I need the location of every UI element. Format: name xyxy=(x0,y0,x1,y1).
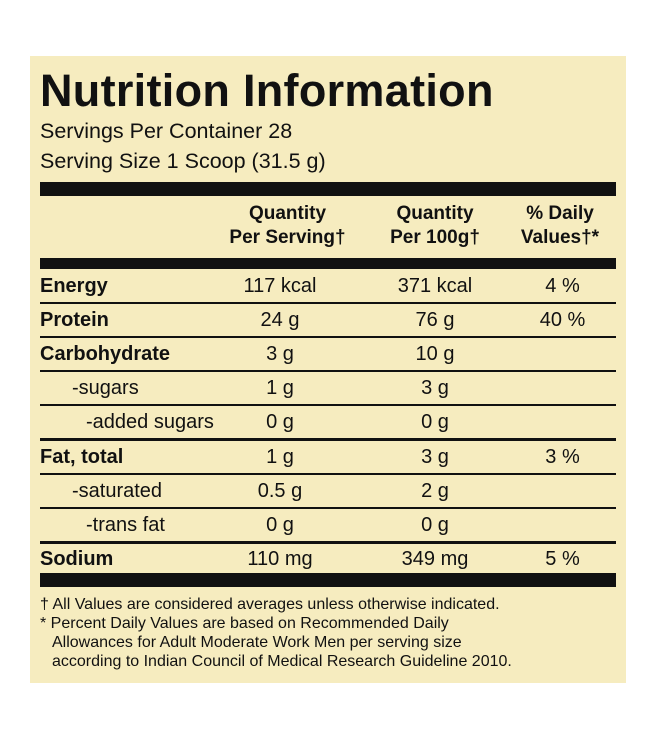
value-per-100g: 371 kcal xyxy=(397,275,473,297)
footnote-averages: † All Values are considered averages unl… xyxy=(40,596,500,613)
row-label: -sugars xyxy=(72,377,139,399)
row-label: Sodium xyxy=(40,548,114,570)
divider-bar-bottom xyxy=(40,573,616,587)
row-divider xyxy=(40,507,616,509)
value-per-100g: 0 g xyxy=(421,411,449,433)
footnote-daily-values-cont: Allowances for Adult Moderate Work Men p… xyxy=(52,634,462,651)
column-header-line: Per Serving† xyxy=(229,227,346,248)
value-per-100g: 2 g xyxy=(421,480,449,502)
footnote-daily-values: * Percent Daily Values are based on Reco… xyxy=(40,615,449,632)
table-row-fat-total: Fat, total 1 g 3 g 3 % xyxy=(40,440,616,474)
column-header-line: Quantity xyxy=(248,203,327,224)
column-header-daily-values: % Daily Values†* xyxy=(505,202,615,250)
row-label: -trans fat xyxy=(86,514,165,536)
row-divider xyxy=(40,541,616,544)
row-label: Carbohydrate xyxy=(40,343,171,365)
value-daily: 40 % xyxy=(539,309,586,331)
nutrition-panel: Nutrition Information Servings Per Conta… xyxy=(30,56,626,683)
row-divider xyxy=(40,438,616,441)
value-per-100g: 349 mg xyxy=(401,548,469,570)
table-row-added-sugars: -added sugars 0 g 0 g xyxy=(40,405,616,439)
row-divider xyxy=(40,302,616,304)
divider-bar-top xyxy=(40,182,616,196)
column-header-per-100g: Quantity Per 100g† xyxy=(370,202,500,250)
value-per-serving: 110 mg xyxy=(247,548,313,570)
value-per-serving: 0.5 g xyxy=(257,480,303,502)
value-per-100g: 10 g xyxy=(415,343,455,365)
row-label: Protein xyxy=(40,309,109,331)
value-per-serving: 1 g xyxy=(266,377,294,399)
panel-title: Nutrition Information xyxy=(40,65,494,116)
table-row-trans-fat: -trans fat 0 g 0 g xyxy=(40,508,616,542)
table-row-carbohydrate: Carbohydrate 3 g 10 g xyxy=(40,337,616,371)
row-divider xyxy=(40,473,616,475)
column-header-line: Per 100g† xyxy=(390,227,480,248)
value-per-serving: 24 g xyxy=(260,309,300,331)
servings-per-container: Servings Per Container 28 xyxy=(40,119,293,143)
value-per-serving: 0 g xyxy=(266,514,294,536)
row-label: -saturated xyxy=(72,480,163,502)
row-divider xyxy=(40,370,616,372)
value-per-serving: 1 g xyxy=(266,446,294,468)
divider-bar-middle xyxy=(40,258,616,269)
table-row-sugars: -sugars 1 g 3 g xyxy=(40,371,616,405)
table-row-protein: Protein 24 g 76 g 40 % xyxy=(40,303,616,337)
row-divider xyxy=(40,404,616,406)
value-per-100g: 3 g xyxy=(421,446,449,468)
value-daily: 5 % xyxy=(545,548,580,570)
value-per-serving: 3 g xyxy=(266,343,294,365)
row-label: Fat, total xyxy=(40,446,124,468)
table-row-sodium: Sodium 110 mg 349 mg 5 % xyxy=(40,542,616,576)
footnote-guideline: according to Indian Council of Medical R… xyxy=(52,653,512,670)
value-daily: 4 % xyxy=(545,275,580,297)
table-row-energy: Energy 117 kcal 371 kcal 4 % xyxy=(40,269,616,303)
column-header-line: % Daily xyxy=(526,203,594,224)
value-daily: 3 % xyxy=(545,446,580,468)
value-per-serving: 117 kcal xyxy=(243,275,317,297)
row-label: Energy xyxy=(40,275,108,297)
column-header-line: Values†* xyxy=(520,227,600,248)
row-divider xyxy=(40,336,616,338)
value-per-100g: 0 g xyxy=(421,514,449,536)
serving-size: Serving Size 1 Scoop (31.5 g) xyxy=(40,149,326,173)
value-per-serving: 0 g xyxy=(266,411,294,433)
table-row-saturated: -saturated 0.5 g 2 g xyxy=(40,474,616,508)
column-header-per-serving: Quantity Per Serving† xyxy=(205,202,370,250)
row-label: -added sugars xyxy=(86,411,214,433)
value-per-100g: 76 g xyxy=(415,309,455,331)
column-header-line: Quantity xyxy=(396,203,474,224)
value-per-100g: 3 g xyxy=(421,377,449,399)
